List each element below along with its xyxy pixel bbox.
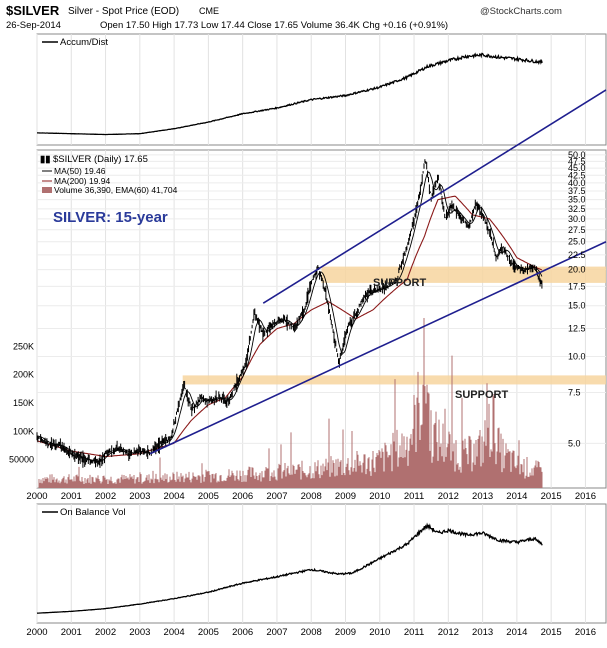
volume-bars (38, 318, 543, 488)
x-tick-label: 2001 (61, 491, 82, 502)
y-tick-label: 5.0 (568, 438, 581, 448)
x-tick-label: 2015 (541, 491, 562, 502)
y-tick-label: 37.5 (568, 186, 586, 196)
x-tick-label: 2004 (164, 491, 185, 502)
x-tick-label: 2008 (301, 491, 322, 502)
volume-tick-label: 250K (13, 341, 34, 351)
obv-label: On Balance Vol (60, 507, 126, 518)
x-tick-label-bottom: 2002 (95, 627, 116, 638)
x-tick-label-bottom: 2015 (541, 627, 562, 638)
support-band-lower (182, 375, 606, 385)
y-tick-label: 45.0 (568, 163, 586, 173)
y-tick-label: 30.0 (568, 214, 586, 224)
x-axis-ticks: 2000 2000 2001 2001 2002 2002 2003 2003 2004 2004… (26, 491, 596, 638)
ma200-legend: MA(200) 19.94 (54, 176, 110, 186)
y-tick-label: 35.0 (568, 195, 586, 205)
support-label-lower: SUPPORT (455, 389, 508, 401)
quote-line: Open 17.50 High 17.73 Low 17.44 Close 17… (100, 20, 448, 31)
y-tick-label: 32.5 (568, 204, 586, 214)
x-tick-label-bottom: 2000 (26, 627, 47, 638)
x-tick-label: 2002 (95, 491, 116, 502)
price-panel (36, 149, 607, 489)
y-axis-ticks: 50.047.545.042.540.037.535.032.530.027.5… (568, 150, 586, 448)
chart-annotation-title: SILVER: 15-year (53, 209, 168, 226)
x-tick-label: 2016 (575, 491, 596, 502)
chart-symbol: $SILVER (6, 3, 60, 18)
x-tick-label-bottom: 2004 (164, 627, 185, 638)
y-tick-label: 7.5 (568, 388, 581, 398)
x-tick-label-bottom: 2010 (369, 627, 390, 638)
volume-legend-swatch (42, 187, 52, 193)
x-tick-label-bottom: 2007 (266, 627, 287, 638)
y-tick-label: 12.5 (568, 324, 586, 334)
y-tick-label: 20.0 (568, 265, 586, 275)
x-tick-label: 2012 (438, 491, 459, 502)
obv-line (36, 522, 543, 614)
chart-date: 26-Sep-2014 (6, 20, 61, 31)
x-tick-label: 2014 (506, 491, 527, 502)
price-legend-icon: ▮▮ (40, 154, 50, 165)
price-legend: $SILVER (Daily) 17.65 (53, 154, 148, 165)
x-tick-label: 2009 (335, 491, 356, 502)
obv-panel (36, 503, 607, 624)
support-label-upper: SUPPORT (373, 277, 426, 289)
x-tick-label: 2013 (472, 491, 493, 502)
volume-tick-label: 200K (13, 370, 34, 380)
x-tick-label-bottom: 2001 (61, 627, 82, 638)
y-tick-label: 10.0 (568, 352, 586, 362)
trendline-lower (149, 241, 607, 455)
x-tick-label-bottom: 2016 (575, 627, 596, 638)
series-lines (36, 52, 607, 614)
x-tick-label-bottom: 2012 (438, 627, 459, 638)
grid-lines (36, 34, 606, 623)
y-tick-label: 42.5 (568, 170, 586, 180)
volume-tick-label: 50000 (9, 455, 34, 465)
ma50-legend: MA(50) 19.46 (54, 166, 106, 176)
y-tick-label: 17.5 (568, 281, 586, 291)
x-tick-label: 2000 (26, 491, 47, 502)
y-tick-label: 22.5 (568, 250, 586, 260)
x-tick-label: 2003 (129, 491, 150, 502)
x-tick-label-bottom: 2014 (506, 627, 527, 638)
support-band-upper (321, 266, 606, 283)
volume-legend: Volume 36,390, EMA(60) 41,704 (54, 185, 178, 195)
x-tick-label-bottom: 2009 (335, 627, 356, 638)
volume-tick-label: 100K (13, 426, 34, 436)
y-tick-label: 15.0 (568, 301, 586, 311)
accum-dist-line (37, 52, 543, 136)
x-tick-label: 2011 (404, 491, 424, 502)
x-tick-label: 2006 (232, 491, 253, 502)
y-tick-label: 40.0 (568, 178, 586, 188)
accum-dist-label: Accum/Dist (60, 37, 108, 48)
x-tick-label: 2010 (369, 491, 390, 502)
x-tick-label-bottom: 2005 (198, 627, 219, 638)
chart-exchange: CME (199, 6, 219, 16)
x-tick-label: 2007 (266, 491, 287, 502)
support-bands (182, 266, 606, 385)
x-tick-label: 2005 (198, 491, 219, 502)
stockcharts-watermark: @StockCharts.com (480, 6, 562, 17)
x-tick-label-bottom: 2011 (404, 627, 424, 638)
accum-dist-panel (36, 33, 607, 146)
chart-description: Silver - Spot Price (EOD) (68, 6, 179, 17)
x-tick-label-bottom: 2008 (301, 627, 322, 638)
volume-tick-label: 150K (13, 398, 34, 408)
y-tick-label: 25.0 (568, 237, 586, 247)
trendline-upper (262, 89, 607, 304)
x-tick-label-bottom: 2013 (472, 627, 493, 638)
volume-axis-ticks: 250K 200K 150K 100K 50000 (9, 341, 34, 464)
x-tick-label-bottom: 2003 (129, 627, 150, 638)
x-tick-label-bottom: 2006 (232, 627, 253, 638)
y-tick-label: 50.0 (568, 150, 586, 160)
y-tick-label: 47.5 (568, 156, 586, 166)
y-tick-label: 27.5 (568, 225, 586, 235)
